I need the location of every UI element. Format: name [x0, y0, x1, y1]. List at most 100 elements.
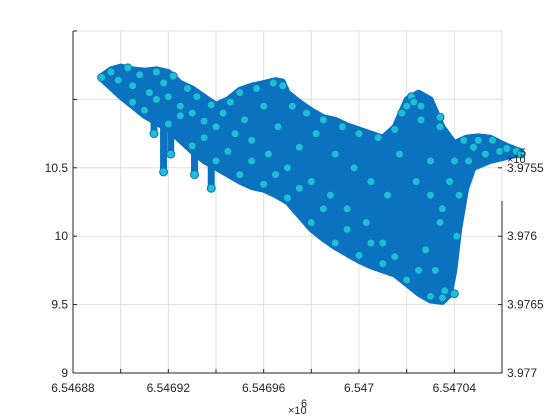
y-left-tick-label-3: 10.5 — [45, 161, 69, 175]
data-point-27 — [268, 78, 278, 88]
data-point-57 — [435, 218, 445, 227]
x-tick-label-2: 6.54692 — [147, 381, 191, 395]
data-point-75 — [163, 119, 173, 129]
y-left-tick-label-1: 9.5 — [51, 298, 68, 312]
data-point-54 — [421, 245, 431, 255]
data-point-77 — [211, 156, 221, 166]
data-point-102 — [449, 156, 459, 166]
data-point-103 — [416, 101, 426, 111]
data-point-6 — [144, 88, 154, 98]
data-point-31 — [287, 101, 297, 111]
tick-marks — [72, 30, 503, 374]
data-point-55 — [426, 190, 435, 200]
y-right-tick-label-0: 3.977 — [507, 366, 537, 380]
data-point-74 — [140, 105, 149, 115]
data-point-29 — [278, 81, 288, 91]
data-point-105 — [397, 108, 407, 118]
data-point-37 — [325, 190, 335, 200]
data-point-87 — [437, 293, 447, 303]
data-point-35 — [311, 129, 321, 139]
data-point-41 — [349, 163, 359, 173]
data-point-76 — [187, 141, 197, 151]
data-point-92 — [247, 156, 257, 166]
data-point-23 — [247, 135, 257, 145]
x-tick-label-4: 6.54696 — [242, 381, 286, 395]
data-point-73 — [128, 97, 138, 107]
data-point-28 — [273, 122, 283, 132]
data-point-83 — [354, 250, 364, 260]
outlier-point-1 — [435, 122, 445, 132]
data-point-16 — [206, 100, 216, 110]
data-point-94 — [294, 183, 304, 193]
y-right-tick-label-3: 3.9755 — [507, 161, 544, 175]
data-point-24 — [252, 84, 261, 93]
x-multiplier: ×10 6 — [288, 398, 307, 417]
data-point-34 — [306, 177, 316, 186]
data-point-60 — [449, 289, 459, 299]
data-point-96 — [342, 224, 352, 234]
data-point-82 — [330, 238, 340, 248]
data-point-4 — [128, 81, 138, 91]
data-point-19 — [225, 97, 235, 107]
data-point-13 — [187, 108, 197, 118]
data-point-12 — [182, 84, 192, 93]
data-point-62 — [454, 190, 464, 200]
axes — [72, 31, 503, 374]
data-point-10 — [168, 71, 178, 81]
data-point-22 — [240, 115, 250, 125]
data-point-26 — [263, 149, 273, 159]
data-point-18 — [218, 108, 228, 118]
data-point-40 — [342, 204, 352, 214]
data-point-32 — [294, 142, 304, 152]
data-point-101 — [437, 204, 447, 214]
data-point-44 — [366, 177, 376, 186]
tail-end-point-0 — [149, 129, 159, 139]
data-point-2 — [113, 75, 123, 85]
data-point-11 — [175, 101, 185, 111]
data-point-99 — [414, 265, 424, 275]
data-point-78 — [235, 170, 245, 180]
data-point-43 — [361, 218, 371, 227]
data-point-45 — [373, 133, 383, 143]
data-point-20 — [230, 129, 240, 139]
data-point-38 — [330, 149, 340, 159]
data-point-21 — [235, 88, 245, 98]
data-point-65 — [468, 142, 478, 152]
data-point-80 — [283, 193, 292, 203]
data-point-5 — [135, 70, 145, 80]
data-point-46 — [378, 238, 388, 248]
x-multiplier-base: ×10 — [288, 405, 307, 417]
data-point-91 — [223, 146, 233, 156]
y-right-tick-label-1: 3.9765 — [507, 298, 544, 312]
x-multiplier-exponent: 6 — [301, 398, 307, 410]
data-point-3 — [123, 63, 133, 73]
data-point-104 — [409, 97, 419, 107]
data-point-70 — [502, 144, 512, 154]
data-point-48 — [390, 125, 400, 134]
data-point-25 — [259, 101, 269, 111]
tail-end-point-2 — [166, 149, 176, 159]
y-right-multiplier-base: ×10 — [507, 154, 526, 166]
data-point-15 — [199, 116, 209, 126]
data-point-95 — [318, 204, 328, 214]
x-tick-label-0: 6.54688 — [51, 381, 95, 395]
tail-end-point-4 — [206, 183, 216, 193]
data-point-17 — [211, 122, 221, 132]
data-point-49 — [395, 149, 404, 159]
data-point-93 — [271, 170, 281, 180]
data-point-0 — [97, 73, 107, 82]
data-point-97 — [366, 238, 376, 248]
tail-end-point-1 — [159, 167, 169, 177]
tail-end-point-3 — [190, 170, 199, 180]
data-point-7 — [151, 67, 161, 77]
data-point-59 — [445, 177, 455, 186]
data-point-72 — [516, 149, 526, 159]
x-tick-label-8: 6.54704 — [433, 381, 477, 395]
data-point-50 — [402, 101, 412, 111]
data-point-89 — [175, 111, 185, 121]
data-point-86 — [426, 291, 435, 301]
data-point-100 — [426, 156, 435, 166]
data-point-39 — [337, 122, 347, 132]
data-point-85 — [402, 275, 412, 285]
